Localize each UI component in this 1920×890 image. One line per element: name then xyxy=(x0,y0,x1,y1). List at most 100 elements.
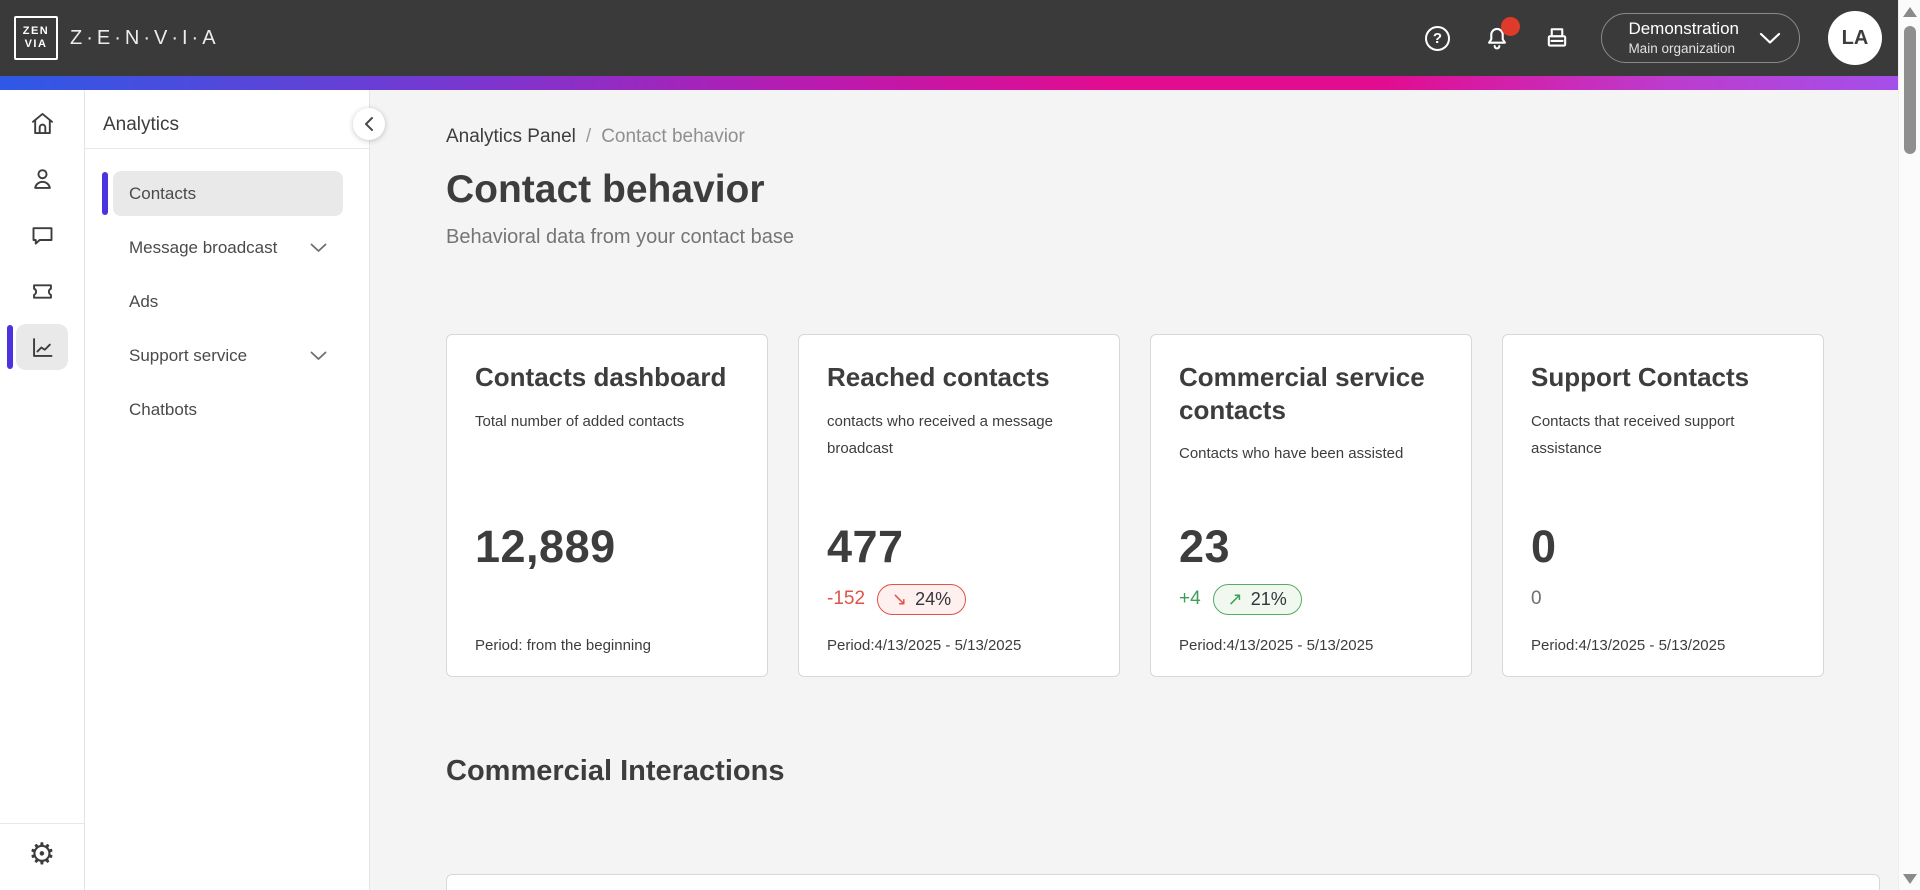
analytics-sidebar: Analytics Contacts Message broadcast Ads… xyxy=(85,90,385,890)
card-value: 12,889 xyxy=(475,521,616,572)
scrollbar-down-arrow-icon[interactable] xyxy=(1902,874,1917,884)
trend-badge-down: ↘ 24% xyxy=(877,583,967,615)
avatar-initials: LA xyxy=(1841,26,1869,49)
main-shell: ⚙ Analytics Contacts Message broadcast xyxy=(0,90,1920,890)
organization-subtitle: Main organization xyxy=(1628,41,1736,57)
sidebar-item-contacts[interactable]: Contacts xyxy=(102,171,343,216)
card-commercial-service-contacts: Commercial service contacts Contacts who… xyxy=(1150,334,1472,677)
card-delta-row: 0 xyxy=(1531,581,1795,617)
trend-percent: 21% xyxy=(1250,588,1287,609)
zenvia-logo-icon: ZEN VIA xyxy=(14,16,58,60)
scrollbar-up-arrow-icon[interactable] xyxy=(1902,7,1917,17)
card-value: 477 xyxy=(827,521,904,572)
sidebar-items: Contacts Message broadcast Ads Support s… xyxy=(85,149,369,432)
card-period: Period:4/13/2025 - 5/13/2025 xyxy=(1179,637,1374,654)
chevron-down-icon xyxy=(1759,32,1781,44)
chevron-down-icon xyxy=(310,243,327,252)
help-icon: ? xyxy=(1424,25,1450,51)
breadcrumb-current: Contact behavior xyxy=(601,126,745,147)
sidebar-item-label: Ads xyxy=(129,291,159,311)
help-button[interactable]: ? xyxy=(1421,22,1453,54)
sidebar-item-support-service[interactable]: Support service xyxy=(113,333,343,378)
content-area: Analytics Panel / Contact behavior Conta… xyxy=(370,90,1920,890)
sidebar-collapse-button[interactable] xyxy=(353,108,385,140)
rail-item-analytics[interactable] xyxy=(7,324,68,370)
metric-cards-row: Contacts dashboard Total number of added… xyxy=(446,334,1920,677)
card-period: Period:4/13/2025 - 5/13/2025 xyxy=(1531,637,1726,654)
card-value: 0 xyxy=(1531,521,1557,572)
notifications-button[interactable] xyxy=(1481,17,1521,54)
ticket-icon xyxy=(32,283,52,299)
sidebar-item-message-broadcast[interactable]: Message broadcast xyxy=(113,225,343,270)
card-subtitle: Contacts that received support assistanc… xyxy=(1531,412,1735,458)
section-title-commercial-interactions: Commercial Interactions xyxy=(446,755,785,787)
breadcrumb: Analytics Panel / Contact behavior xyxy=(446,126,1920,148)
card-metric-block: 477 -152 ↘ 24% xyxy=(827,463,1091,617)
chevron-down-icon xyxy=(310,351,327,360)
sidebar-item-label: Chatbots xyxy=(129,399,198,419)
bell-icon xyxy=(1488,27,1507,50)
card-title: Commercial service contacts xyxy=(1179,362,1425,425)
card-subtitle: contacts who received a message broadcas… xyxy=(827,412,1053,458)
breadcrumb-separator: / xyxy=(585,126,592,147)
sidebar-item-ads[interactable]: Ads xyxy=(113,279,343,324)
chevron-left-icon xyxy=(365,117,373,131)
card-delta-row xyxy=(475,581,739,617)
trend-percent: 24% xyxy=(915,588,952,609)
card-reached-contacts: Reached contacts contacts who received a… xyxy=(798,334,1120,677)
zenvia-wordmark: Z·E·N·V·I·A xyxy=(70,26,220,49)
card-delta-row: -152 ↘ 24% xyxy=(827,581,1091,617)
avatar[interactable]: LA xyxy=(1828,11,1882,65)
home-icon xyxy=(31,112,53,134)
rail-item-contacts[interactable] xyxy=(16,156,68,202)
organization-name: Demonstration xyxy=(1628,19,1739,39)
page-title: Contact behavior xyxy=(446,168,765,211)
card-metric-block: 23 +4 ↗ 21% xyxy=(1179,468,1443,617)
breadcrumb-analytics-panel[interactable]: Analytics Panel xyxy=(446,126,576,147)
card-metric-block: 12,889 xyxy=(475,435,739,617)
rail-item-messages[interactable] xyxy=(16,212,68,258)
card-subtitle: Total number of added contacts xyxy=(475,412,685,430)
card-subtitle: Contacts who have been assisted xyxy=(1179,445,1404,462)
card-value: 23 xyxy=(1179,521,1231,572)
arrow-down-right-icon: ↘ xyxy=(892,588,908,610)
sidebar-item-label: Contacts xyxy=(129,183,197,203)
gear-icon[interactable]: ⚙ xyxy=(28,837,56,872)
card-title: Contacts dashboard xyxy=(475,362,727,392)
top-bar: ZEN VIA Z·E·N·V·I·A ? xyxy=(0,0,1920,76)
notification-badge xyxy=(1501,17,1521,36)
rail-footer: ⚙ xyxy=(0,823,84,890)
sidebar-divider xyxy=(85,148,369,149)
sidebar-item-chatbots[interactable]: Chatbots xyxy=(113,387,343,432)
card-title: Reached contacts xyxy=(827,362,1050,392)
contacts-icon xyxy=(33,168,51,189)
rail-item-tickets[interactable] xyxy=(16,268,68,314)
page-subtitle: Behavioral data from your contact base xyxy=(446,226,794,248)
organization-switcher[interactable]: Demonstration Main organization xyxy=(1601,13,1800,63)
chat-icon xyxy=(32,226,52,245)
rail-item-home[interactable] xyxy=(16,100,68,146)
commercial-interactions-card-partial xyxy=(446,874,1880,890)
sidebar-title: Analytics xyxy=(103,114,180,135)
card-metric-block: 0 0 xyxy=(1531,463,1795,617)
card-title: Support Contacts xyxy=(1531,362,1750,392)
card-delta: -152 xyxy=(827,588,866,609)
page-scrollbar[interactable] xyxy=(1898,0,1920,890)
brand-gradient-strip xyxy=(0,76,1920,90)
trend-badge-up: ↗ 21% xyxy=(1212,583,1302,615)
organization-labels: Demonstration Main organization xyxy=(1628,18,1739,58)
arrow-up-right-icon: ↗ xyxy=(1227,588,1243,610)
printer-icon xyxy=(1548,28,1567,47)
card-contacts-dashboard: Contacts dashboard Total number of added… xyxy=(446,334,768,677)
icon-rail: ⚙ xyxy=(0,90,85,890)
logo-mark-top: ZEN xyxy=(22,25,50,38)
analytics-icon xyxy=(32,337,52,357)
card-delta-row: +4 ↗ 21% xyxy=(1179,581,1443,617)
scrollbar-thumb[interactable] xyxy=(1903,26,1916,154)
sidebar-item-label: Message broadcast xyxy=(129,237,278,257)
logo-mark-bottom: VIA xyxy=(24,38,48,50)
print-button[interactable] xyxy=(1541,22,1573,54)
card-delta: 0 xyxy=(1531,588,1542,609)
card-delta: +4 xyxy=(1179,588,1201,609)
